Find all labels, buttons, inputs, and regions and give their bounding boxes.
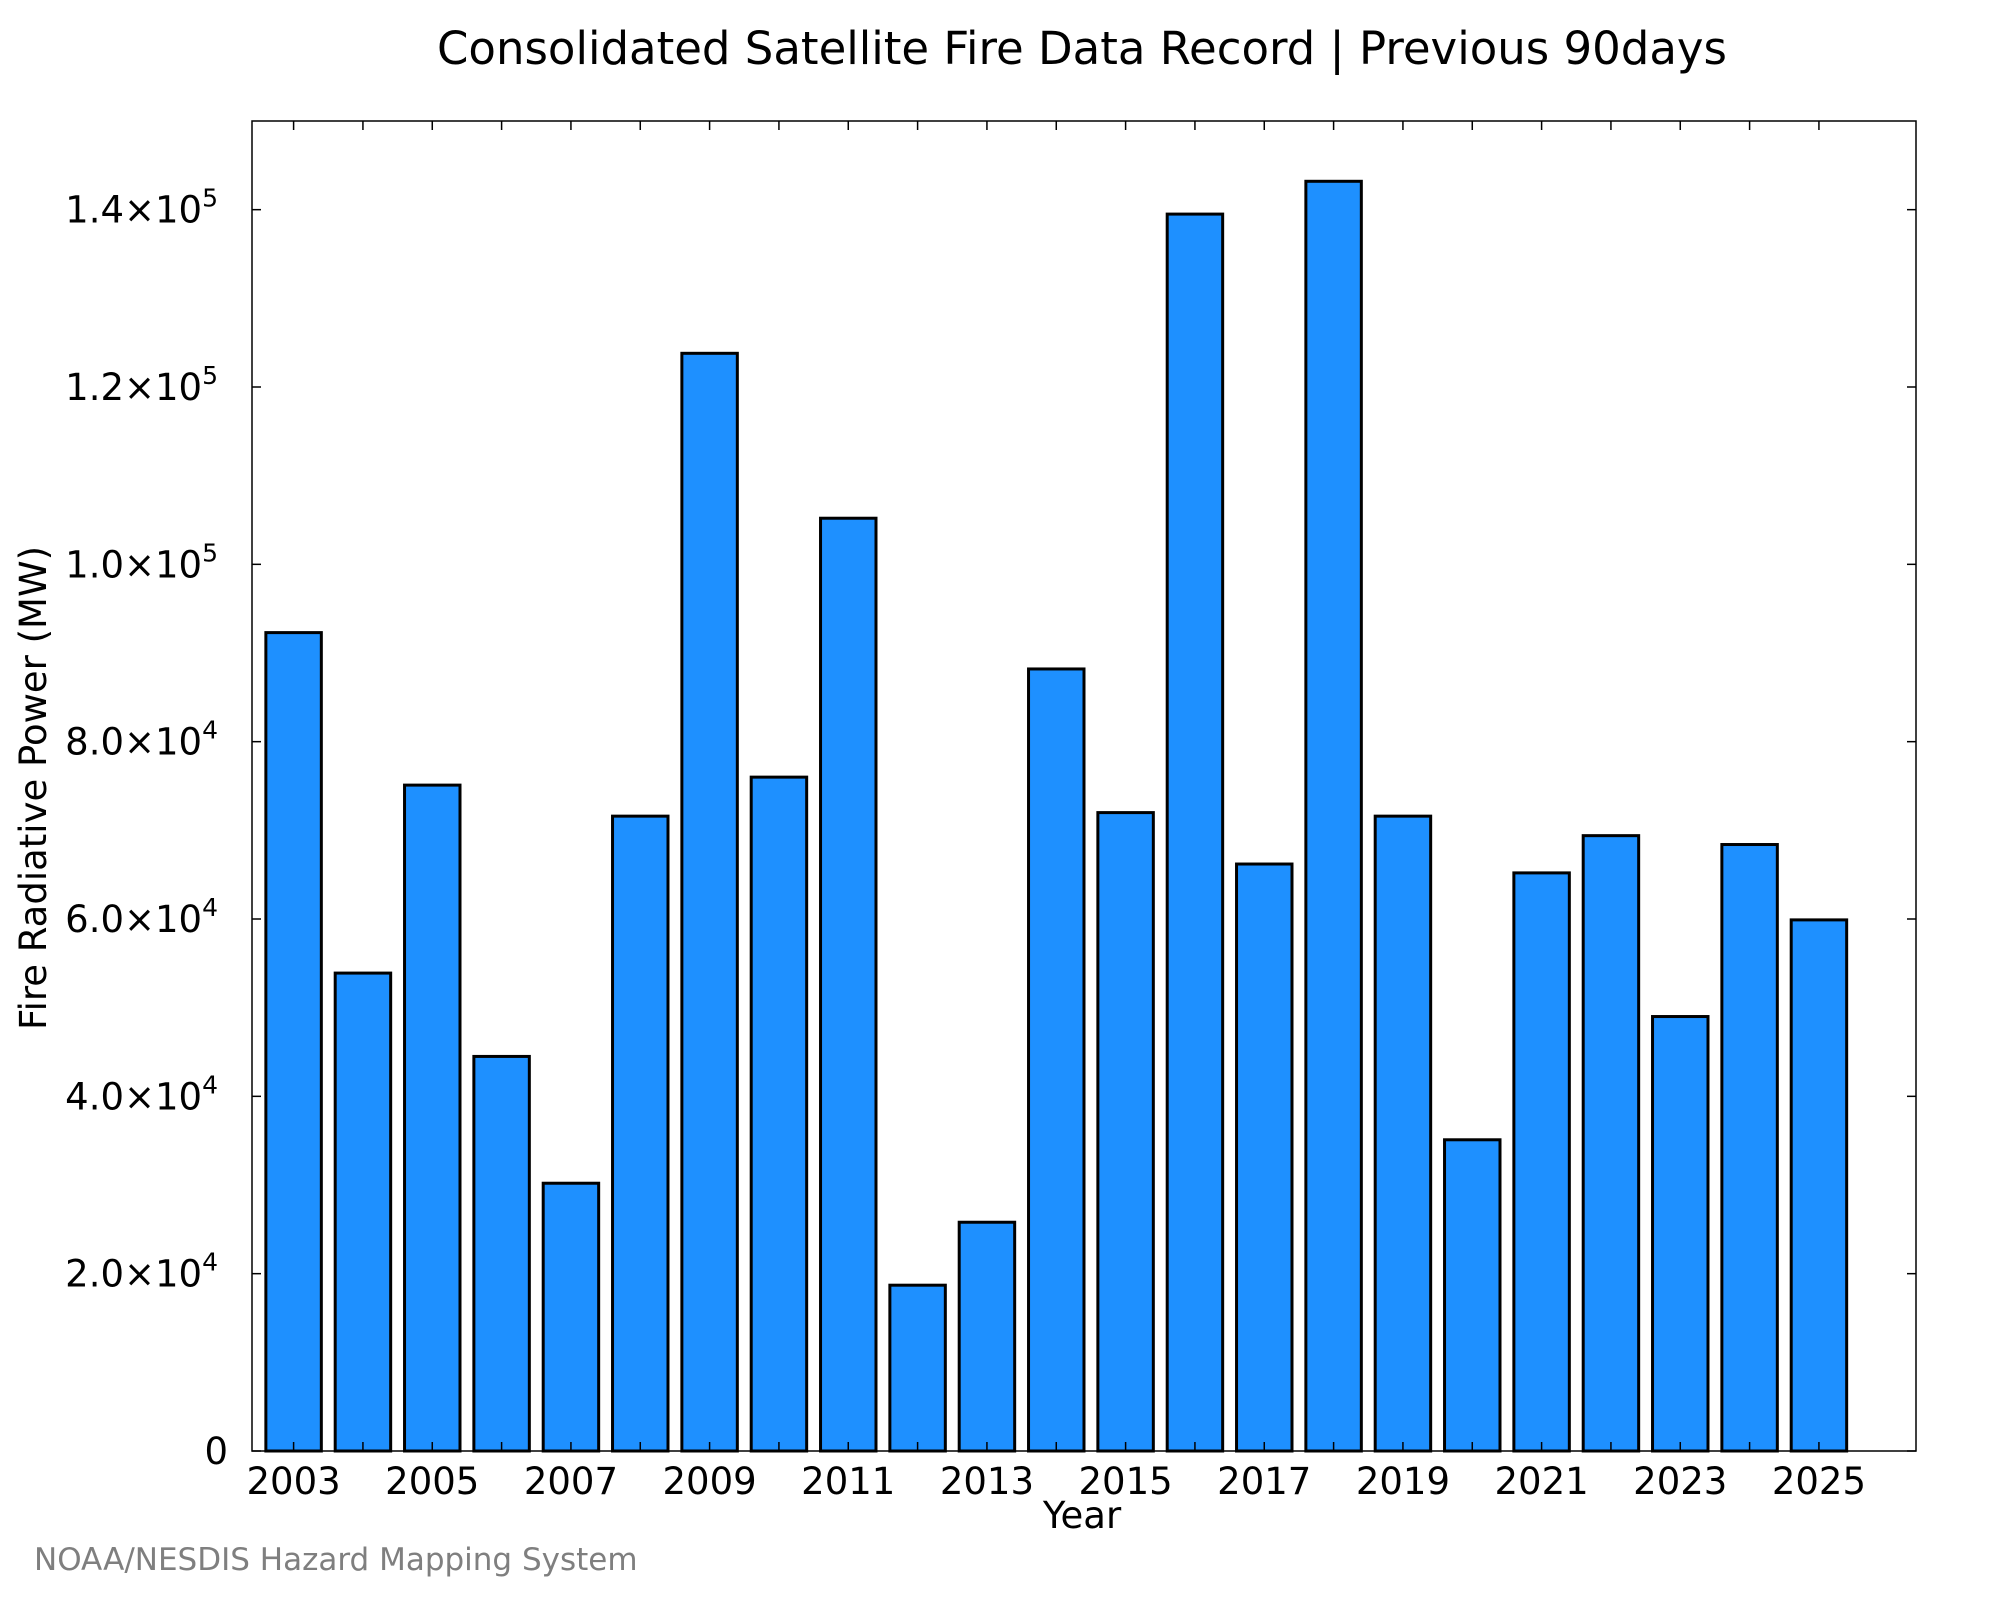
y-tick-label: 1.2×105 (65, 361, 218, 409)
bar-2022 (1581, 834, 1641, 1453)
y-tick-label: 4.0×104 (65, 1070, 218, 1118)
bar-2014 (1027, 667, 1086, 1453)
bar-2020 (1443, 1138, 1502, 1453)
chart-title: Consolidated Satellite Fire Data Record … (437, 22, 1727, 75)
x-tick-label: 2013 (940, 1460, 1034, 1503)
bars-group (264, 179, 1849, 1453)
bar-2009 (680, 351, 739, 1453)
x-tick-label: 2015 (1079, 1460, 1173, 1503)
x-axis-label: Year (1042, 1494, 1122, 1537)
bar-2003 (264, 631, 323, 1453)
y-axis-label: Fire Radiative Power (MW) (12, 546, 55, 1030)
y-tick-label: 8.0×104 (65, 716, 218, 764)
y-tick-label: 6.0×104 (65, 893, 218, 941)
bar-2016 (1165, 212, 1225, 1453)
x-axis-ticks: 2003 2005 2007 2009 2011 2013 2015 2017 2019 2021… (247, 121, 1866, 1503)
bar-2011 (819, 516, 878, 1453)
x-tick-label: 2005 (385, 1460, 479, 1503)
x-tick-label: 2021 (1495, 1460, 1589, 1503)
y-tick-label: 2.0×104 (65, 1248, 218, 1296)
x-tick-label: 2003 (247, 1460, 341, 1503)
x-tick-label: 2011 (801, 1460, 895, 1503)
x-tick-label: 2009 (663, 1460, 757, 1503)
bar-2012 (888, 1283, 947, 1453)
bar-2023 (1651, 1015, 1710, 1453)
y-tick-label: 1.0×105 (65, 538, 218, 586)
y-tick-label: 0 (204, 1430, 228, 1473)
x-tick-label: 2025 (1772, 1460, 1866, 1503)
y-axis-ticks: 0 2.0×104 4.0×104 6.0×104 8.0×104 1.0×105 1.2×… (65, 184, 1916, 1473)
bar-2015 (1096, 811, 1155, 1453)
bar-2013 (957, 1220, 1017, 1453)
x-tick-label: 2017 (1217, 1460, 1311, 1503)
bar-2019 (1373, 814, 1433, 1453)
x-tick-label: 2023 (1633, 1460, 1727, 1503)
bar-2021 (1512, 871, 1571, 1453)
bar-2004 (333, 971, 393, 1453)
bar-2005 (403, 783, 462, 1453)
bar-2006 (472, 1054, 531, 1453)
bar-2018 (1304, 179, 1363, 1453)
bar-2017 (1235, 862, 1294, 1453)
bar-2025 (1789, 918, 1849, 1453)
bar-2007 (541, 1181, 601, 1453)
bar-2010 (749, 775, 809, 1453)
x-tick-label: 2007 (524, 1460, 618, 1503)
x-tick-label: 2019 (1356, 1460, 1450, 1503)
bar-2024 (1720, 843, 1779, 1453)
bar-2008 (611, 814, 670, 1453)
credit-text: NOAA/NESDIS Hazard Mapping System (34, 1542, 638, 1578)
y-tick-label: 1.4×105 (65, 184, 218, 232)
